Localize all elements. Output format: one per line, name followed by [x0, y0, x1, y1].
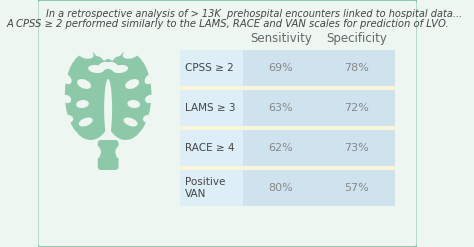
Ellipse shape [83, 144, 101, 160]
Ellipse shape [124, 118, 137, 126]
FancyBboxPatch shape [319, 170, 395, 206]
FancyBboxPatch shape [243, 50, 319, 86]
Ellipse shape [139, 131, 151, 141]
Ellipse shape [145, 74, 155, 84]
FancyBboxPatch shape [98, 140, 118, 170]
Ellipse shape [77, 79, 91, 89]
Ellipse shape [63, 115, 73, 123]
Ellipse shape [116, 149, 132, 159]
Text: 69%: 69% [268, 63, 293, 73]
FancyBboxPatch shape [243, 130, 319, 166]
Ellipse shape [84, 149, 100, 159]
Ellipse shape [78, 49, 94, 59]
FancyBboxPatch shape [243, 170, 319, 206]
Text: In a retrospective analysis of > 13K  prehospital encounters linked to hospital : In a retrospective analysis of > 13K pre… [46, 9, 462, 19]
Ellipse shape [102, 52, 151, 140]
Ellipse shape [65, 52, 115, 140]
FancyBboxPatch shape [37, 0, 417, 247]
Ellipse shape [128, 100, 140, 108]
Ellipse shape [61, 74, 72, 84]
FancyBboxPatch shape [180, 166, 395, 170]
Text: LAMS ≥ 3: LAMS ≥ 3 [185, 103, 236, 113]
Ellipse shape [108, 47, 122, 57]
FancyBboxPatch shape [180, 90, 243, 126]
FancyBboxPatch shape [180, 126, 395, 130]
Text: 72%: 72% [345, 103, 369, 113]
Text: Sensitivity: Sensitivity [250, 32, 312, 45]
FancyBboxPatch shape [319, 130, 395, 166]
Ellipse shape [145, 95, 155, 103]
Ellipse shape [62, 95, 71, 103]
FancyBboxPatch shape [180, 50, 243, 86]
Text: Positive
VAN: Positive VAN [185, 177, 226, 199]
Ellipse shape [115, 144, 133, 160]
Text: 80%: 80% [268, 183, 293, 193]
Ellipse shape [95, 47, 109, 57]
Ellipse shape [79, 118, 93, 126]
Text: A CPSS ≥ 2 performed similarly to the LAMS, RACE and VAN scales for prediction o: A CPSS ≥ 2 performed similarly to the LA… [6, 19, 449, 29]
Text: 78%: 78% [345, 63, 369, 73]
FancyBboxPatch shape [319, 90, 395, 126]
FancyBboxPatch shape [180, 170, 243, 206]
Ellipse shape [143, 115, 154, 123]
FancyBboxPatch shape [319, 50, 395, 86]
Ellipse shape [88, 65, 104, 73]
Text: RACE ≥ 4: RACE ≥ 4 [185, 143, 235, 153]
Ellipse shape [100, 59, 116, 89]
Text: Specificity: Specificity [327, 32, 387, 45]
Ellipse shape [106, 62, 118, 70]
Ellipse shape [125, 79, 139, 89]
Ellipse shape [65, 131, 77, 141]
FancyBboxPatch shape [243, 90, 319, 126]
Text: 57%: 57% [345, 183, 369, 193]
Ellipse shape [123, 49, 138, 59]
Ellipse shape [98, 62, 110, 70]
FancyBboxPatch shape [180, 86, 395, 90]
Ellipse shape [112, 65, 128, 73]
Text: 62%: 62% [268, 143, 293, 153]
Ellipse shape [76, 100, 89, 108]
Text: 73%: 73% [345, 143, 369, 153]
Text: CPSS ≥ 2: CPSS ≥ 2 [185, 63, 234, 73]
Text: 63%: 63% [268, 103, 293, 113]
Ellipse shape [104, 79, 112, 139]
FancyBboxPatch shape [180, 130, 243, 166]
